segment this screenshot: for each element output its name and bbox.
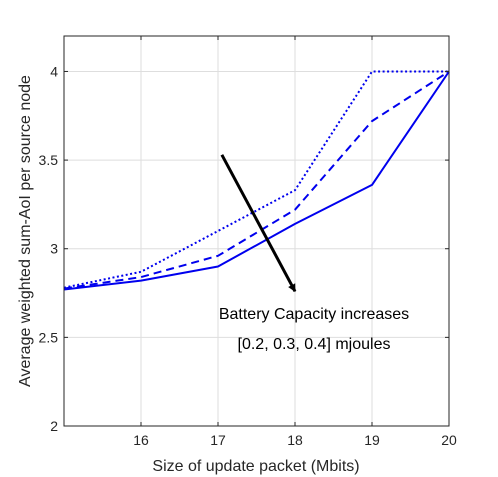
- y-tick-label: 2: [50, 418, 58, 434]
- x-tick-label: 20: [441, 432, 457, 448]
- plot-background: [64, 36, 449, 426]
- ticks-group: [64, 36, 450, 427]
- x-tick-label: 19: [364, 432, 380, 448]
- annotation-arrow: [220, 154, 297, 293]
- annotation-text-line1: Battery Capacity increases: [219, 306, 409, 323]
- x-tick-label: 17: [210, 432, 226, 448]
- plot-frame: [63, 35, 450, 427]
- y-tick-label: 4: [50, 63, 58, 79]
- x-tick-label: 18: [287, 432, 303, 448]
- y-tick-label: 2.5: [39, 329, 59, 345]
- series-line-dashed: [63, 70, 450, 290]
- annotation: Battery Capacity increases [0.2, 0.3, 0.…: [219, 154, 409, 353]
- y-axis-label: Average weighted sum-AoI per source node: [17, 75, 34, 387]
- y-tick-labels: 2 2.5 3 3.5 4: [39, 63, 59, 434]
- x-tick-labels: 16 17 18 19 20: [133, 432, 457, 448]
- x-axis-label: Size of update packet (Mbits): [152, 458, 359, 475]
- x-tick-label: 16: [133, 432, 149, 448]
- annotation-text-line2: [0.2, 0.3, 0.4] mjoules: [238, 336, 391, 353]
- y-tick-label: 3: [50, 241, 58, 257]
- series-line-solid: [63, 70, 450, 291]
- y-tick-label: 3.5: [39, 152, 59, 168]
- series-group: [63, 70, 450, 291]
